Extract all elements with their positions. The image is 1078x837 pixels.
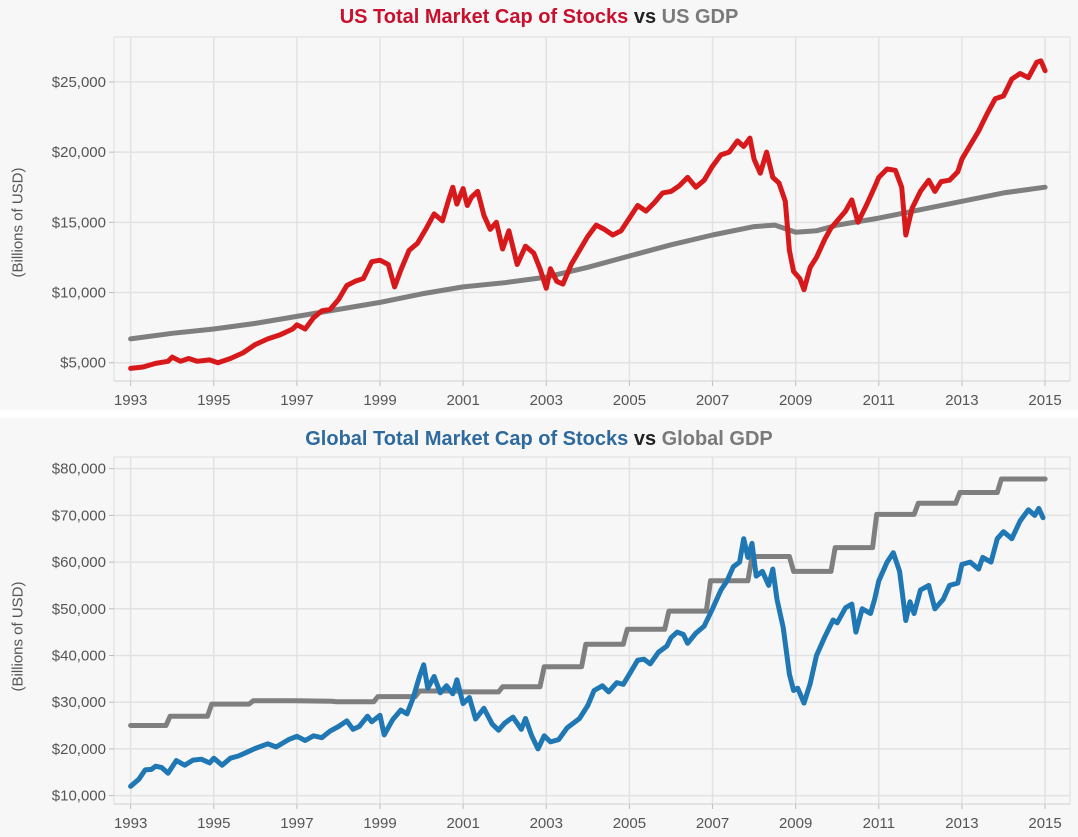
y-tick-label: $5,000: [60, 355, 106, 372]
y-tick-label: $30,000: [52, 694, 106, 711]
x-tick-label: 2015: [1028, 815, 1061, 832]
us-market-cap-line: [128, 58, 1048, 371]
y-tick-label: $50,000: [52, 601, 106, 618]
title-part-global-market-cap: Global Total Market Cap of Stocks: [305, 428, 629, 450]
y-tick-label: $10,000: [52, 788, 106, 805]
y-tick-label: $20,000: [52, 144, 106, 161]
x-tick-label: 2005: [613, 392, 646, 409]
title-part-global-gdp: Global GDP: [661, 428, 773, 450]
us-line-chart: $5,000 $10,000 $15,000 $20,000 $25,000 1993 19…: [52, 36, 1071, 409]
x-tick-label: 2003: [530, 392, 563, 409]
y-tick-label: $80,000: [52, 461, 106, 478]
x-tick-label: 2013: [945, 392, 978, 409]
x-tick-label: 2005: [613, 815, 646, 832]
x-tick-label: 2009: [779, 815, 812, 832]
y-tick-label: $60,000: [52, 554, 106, 571]
y-tick-label: $40,000: [52, 647, 106, 664]
x-tick-label: 1995: [197, 815, 230, 832]
x-tick-label: 1999: [363, 392, 396, 409]
x-tick-label: 1997: [280, 815, 313, 832]
x-tick-label: 2013: [945, 815, 978, 832]
title-part-us-market-cap: US Total Market Cap of Stocks: [339, 6, 629, 28]
x-tick-label: 1997: [280, 392, 313, 409]
us-gdp-line: [128, 184, 1048, 342]
y-tick-label: $15,000: [52, 214, 106, 231]
x-tick-label: 1995: [197, 392, 230, 409]
x-tick-label: 2009: [779, 392, 812, 409]
title-part-vs: vs: [628, 428, 662, 450]
x-tick-label: 1993: [114, 392, 147, 409]
plot-area: [113, 456, 1071, 805]
title-part-us-gdp: US GDP: [661, 6, 739, 28]
global-market-cap-line: [128, 505, 1046, 789]
global-gdp-line: [128, 476, 1048, 728]
y-tick-label: $10,000: [52, 285, 106, 302]
y-tick-label: $25,000: [52, 74, 106, 91]
x-tick-label: 2011: [863, 815, 895, 832]
x-tick-label: 2007: [696, 815, 729, 832]
y-tick-label: $70,000: [52, 507, 106, 524]
us-chart-panel: US Total Market Cap of Stocks vs US GDP …: [0, 0, 1078, 410]
x-tick-label: 1993: [114, 815, 147, 832]
x-tick-label: 1999: [363, 815, 396, 832]
global-chart-panel: Global Total Market Cap of Stocks vs Glo…: [0, 418, 1078, 837]
x-tick-label: 2003: [530, 815, 563, 832]
chart-title: US Total Market Cap of Stocks vs US GDP: [0, 6, 1078, 29]
x-tick-label: 2007: [696, 392, 729, 409]
chart-title: Global Total Market Cap of Stocks vs Glo…: [0, 428, 1078, 451]
x-tick-label: 2001: [446, 815, 479, 832]
x-tick-label: 2011: [863, 392, 895, 409]
x-tick-label: 2015: [1028, 392, 1061, 409]
x-tick-label: 2001: [446, 392, 479, 409]
global-line-chart: $10,000 $20,000 $30,000 $40,000 $50,000 $60,0…: [52, 456, 1071, 832]
y-tick-label: $20,000: [52, 741, 106, 758]
title-part-vs: vs: [628, 6, 662, 28]
